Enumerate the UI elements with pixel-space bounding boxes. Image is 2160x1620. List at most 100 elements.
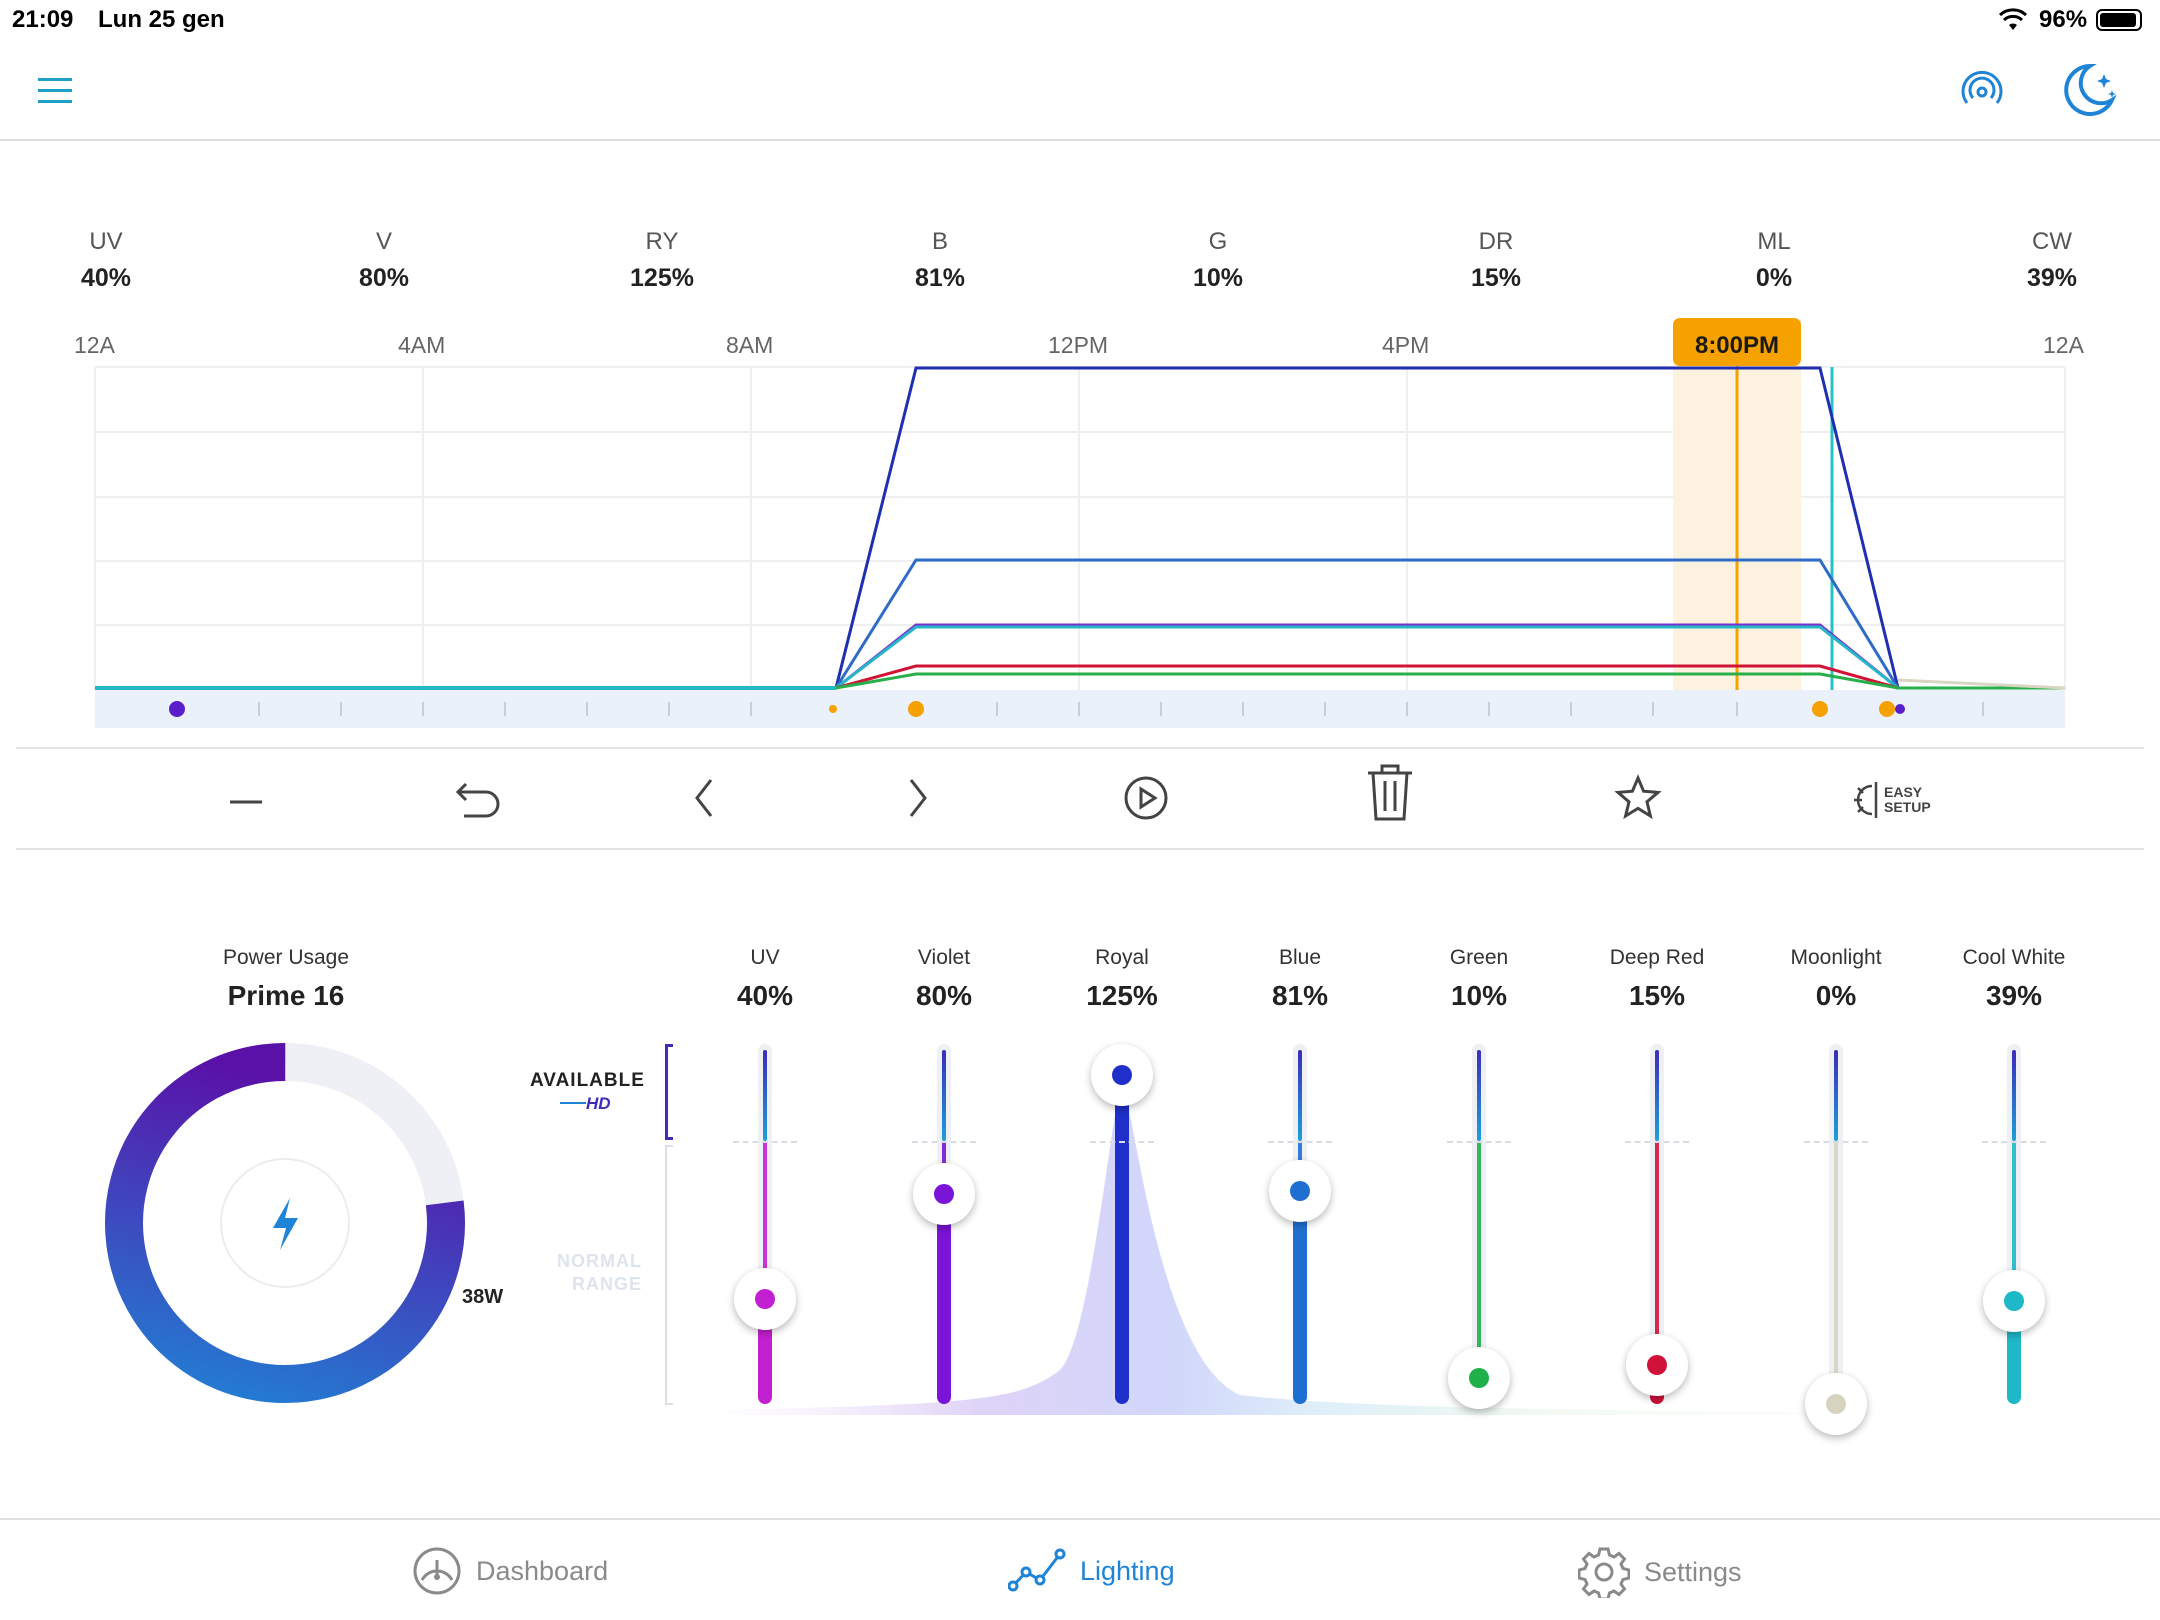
decrease-button[interactable] xyxy=(216,768,276,828)
delete-button[interactable] xyxy=(1360,762,1420,822)
slider-hd-segment xyxy=(1298,1050,1302,1141)
axis-label-8am: 8AM xyxy=(726,332,774,358)
slider-value: 10% xyxy=(1450,980,1508,1011)
channel-value: 81% xyxy=(914,264,966,292)
slider-value: 40% xyxy=(736,980,794,1011)
channel-label: DR xyxy=(1478,228,1514,255)
slider-value: 15% xyxy=(1628,980,1686,1011)
channel-label: G xyxy=(1208,228,1228,255)
slider-label: Cool White xyxy=(1962,946,2066,969)
spectrum-glow xyxy=(700,1080,2080,1415)
tab-dashboard[interactable]: Dashboard xyxy=(412,1546,608,1596)
wifi-icon xyxy=(1998,8,2028,30)
slider-reference-mark xyxy=(733,1141,797,1143)
slider-hd-segment xyxy=(1834,1050,1838,1141)
slider-knob-dot xyxy=(1826,1394,1846,1414)
slider-track-cool-white[interactable] xyxy=(2007,1044,2021,1404)
channel-label: RY xyxy=(645,228,679,255)
slider-range-line xyxy=(1834,1141,1838,1404)
axis-label-4pm: 4PM xyxy=(1382,332,1430,358)
channel-value: 39% xyxy=(2026,264,2078,292)
channel-value: 40% xyxy=(80,264,132,292)
slider-knob-blue[interactable] xyxy=(1269,1159,1331,1222)
tab-settings[interactable]: Settings xyxy=(1578,1546,1742,1598)
channel-value: 80% xyxy=(358,264,410,292)
slider-column-deep-red: Deep Red 15% xyxy=(1577,946,1737,1012)
slider-column-uv: UV 40% xyxy=(685,946,845,1012)
slider-knob-cool-white[interactable] xyxy=(1983,1270,2045,1333)
previous-button[interactable] xyxy=(674,768,734,828)
slider-knob-dot xyxy=(2004,1291,2024,1312)
slider-column-cool-white: Cool White 39% xyxy=(1934,946,2094,1012)
slider-knob-dot xyxy=(1112,1065,1132,1086)
normal-range-bracket xyxy=(665,1145,673,1405)
tab-lighting-label: Lighting xyxy=(1080,1555,1175,1586)
slider-reference-mark xyxy=(1625,1141,1689,1143)
chevron-left-icon xyxy=(695,779,713,817)
slider-hd-segment xyxy=(942,1050,946,1141)
slider-track-uv[interactable] xyxy=(758,1044,772,1404)
slider-value: 125% xyxy=(1086,980,1158,1011)
next-button[interactable] xyxy=(888,768,948,828)
slider-track-moonlight[interactable] xyxy=(1829,1044,1843,1404)
event-marker-peak-end[interactable] xyxy=(1812,701,1828,717)
slider-column-green: Green 10% xyxy=(1399,946,1559,1012)
slider-label: Blue xyxy=(1278,946,1322,969)
tab-settings-label: Settings xyxy=(1644,1556,1742,1587)
radio-signal-icon[interactable] xyxy=(1958,66,2006,114)
slider-value: 80% xyxy=(915,980,973,1011)
slider-track-royal[interactable] xyxy=(1115,1044,1129,1404)
channel-label: CW xyxy=(2032,228,2072,255)
hd-range-bracket xyxy=(665,1044,673,1140)
slider-hd-segment xyxy=(1655,1050,1659,1141)
moon-stars-icon[interactable] xyxy=(2060,60,2120,120)
header-divider xyxy=(0,139,2160,141)
event-marker-moonrise[interactable] xyxy=(1895,704,1905,714)
event-marker-peak-start[interactable] xyxy=(908,701,924,717)
undo-button[interactable] xyxy=(448,768,508,828)
current-time-badge[interactable] xyxy=(1673,318,1801,366)
slider-knob-moonlight[interactable] xyxy=(1805,1373,1867,1435)
schedule-chart[interactable]: 8:00PM xyxy=(0,300,2160,740)
slider-knob-royal[interactable] xyxy=(1091,1044,1153,1107)
slider-knob-dot xyxy=(1290,1180,1310,1201)
star-icon xyxy=(1614,774,1662,820)
slider-knob-deep-red[interactable] xyxy=(1626,1333,1688,1396)
slider-value: 81% xyxy=(1271,980,1329,1011)
channel-value: 125% xyxy=(630,264,694,292)
normal-range-label-1: NORMAL xyxy=(557,1251,642,1271)
slider-knob-green[interactable] xyxy=(1448,1346,1510,1409)
favorite-button[interactable] xyxy=(1608,768,1668,828)
toolbar-divider xyxy=(16,848,2144,850)
slider-reference-mark xyxy=(1090,1141,1154,1143)
menu-icon[interactable] xyxy=(38,76,72,104)
axis-label-4am: 4AM xyxy=(398,332,446,358)
slider-knob-dot xyxy=(755,1288,775,1309)
status-time: 21:09 xyxy=(12,6,74,33)
slider-column-royal: Royal 125% xyxy=(1042,946,1202,1012)
slider-knob-violet[interactable] xyxy=(913,1162,975,1225)
channel-label: UV xyxy=(89,228,123,255)
slider-track-blue[interactable] xyxy=(1293,1044,1307,1404)
slider-reference-mark xyxy=(1268,1141,1332,1143)
slider-hd-segment xyxy=(1477,1050,1481,1141)
channel-summary-uv: UV 40% xyxy=(26,228,186,293)
slider-knob-uv[interactable] xyxy=(734,1267,796,1330)
slider-fill xyxy=(937,1193,951,1404)
tab-lighting[interactable]: Lighting xyxy=(1008,1546,1175,1596)
gear-icon xyxy=(1578,1547,1630,1598)
power-watts: 38W xyxy=(462,1286,504,1308)
battery-icon xyxy=(2096,9,2142,31)
easy-setup-button[interactable]: EASY SETUP xyxy=(1852,778,1931,822)
event-marker-sunrise[interactable] xyxy=(829,705,837,713)
axis-label-12a: 12A xyxy=(74,332,115,358)
slider-value: 39% xyxy=(1985,980,2043,1011)
tab-dashboard-label: Dashboard xyxy=(476,1555,609,1586)
event-marker-sunset[interactable] xyxy=(1879,701,1895,717)
channel-summary-v: V 80% xyxy=(304,228,464,293)
slider-label: Moonlight xyxy=(1790,946,1882,969)
event-moon-marker[interactable] xyxy=(169,701,185,717)
normal-range-label-2: RANGE xyxy=(571,1274,642,1294)
curve-moonlight xyxy=(1897,678,2066,690)
play-button[interactable] xyxy=(1116,768,1176,828)
